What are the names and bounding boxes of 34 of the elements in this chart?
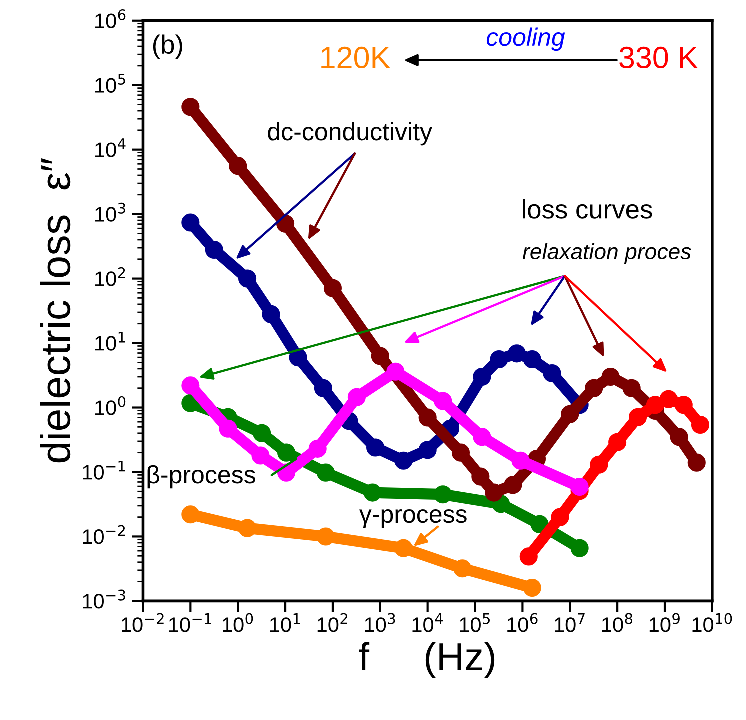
x-tick-label: 10$^{6}$ — [508, 613, 538, 632]
annotation: β-process — [148, 465, 256, 489]
y-tick-label: 10$^{−3}$ — [83, 590, 126, 609]
annotation: 330 K — [620, 46, 698, 69]
y-tick-label: 10$^{4}$ — [96, 138, 126, 158]
annotation: loss curves — [522, 200, 652, 219]
x-tick-label: 10$^{7}$ — [555, 614, 585, 632]
y-tick-label: 10$^{3}$ — [96, 202, 126, 222]
y-tick-label: 10$^{0}$ — [96, 396, 126, 416]
x-tick-label: 10$^{5}$ — [460, 614, 490, 632]
x-tick-label: 10$^{8}$ — [602, 613, 633, 632]
x-tick-label: 10$^{0}$ — [223, 613, 254, 632]
y-tick-label: 10$^{−1}$ — [83, 461, 126, 480]
y-tick-label: 10$^{1}$ — [96, 332, 126, 351]
annotation: cooling — [486, 28, 566, 52]
annotation: γ-process — [360, 509, 467, 528]
x-tick-label: 10$^{10}$ — [692, 613, 732, 632]
x-tick-label: 10$^{4}$ — [412, 614, 443, 632]
y-tick-label: 10$^{2}$ — [96, 267, 126, 286]
y-tick-label: 10$^{6}$ — [96, 9, 126, 28]
x-tick-label: 10$^{−1}$ — [169, 614, 212, 632]
x-tick-label: 10$^{1}$ — [270, 614, 300, 632]
x-tick-label: 10$^{9}$ — [650, 613, 680, 632]
annotation: 120K — [322, 46, 390, 69]
y-tick-label: 10$^{−2}$ — [83, 525, 126, 544]
x-axis-title: f (Hz) — [359, 642, 495, 678]
y-axis-title: dielectric loss ε″ — [40, 158, 71, 463]
annotation: relaxation proces — [522, 243, 692, 264]
annotation: dc-conductivity — [268, 122, 432, 146]
x-tick-label: 10$^{−2}$ — [122, 613, 164, 632]
x-tick-label: 10$^{3}$ — [365, 613, 396, 632]
annotation: (b) — [153, 34, 182, 60]
y-tick-label: 10$^{5}$ — [96, 74, 126, 93]
x-tick-label: 10$^{2}$ — [318, 613, 348, 632]
